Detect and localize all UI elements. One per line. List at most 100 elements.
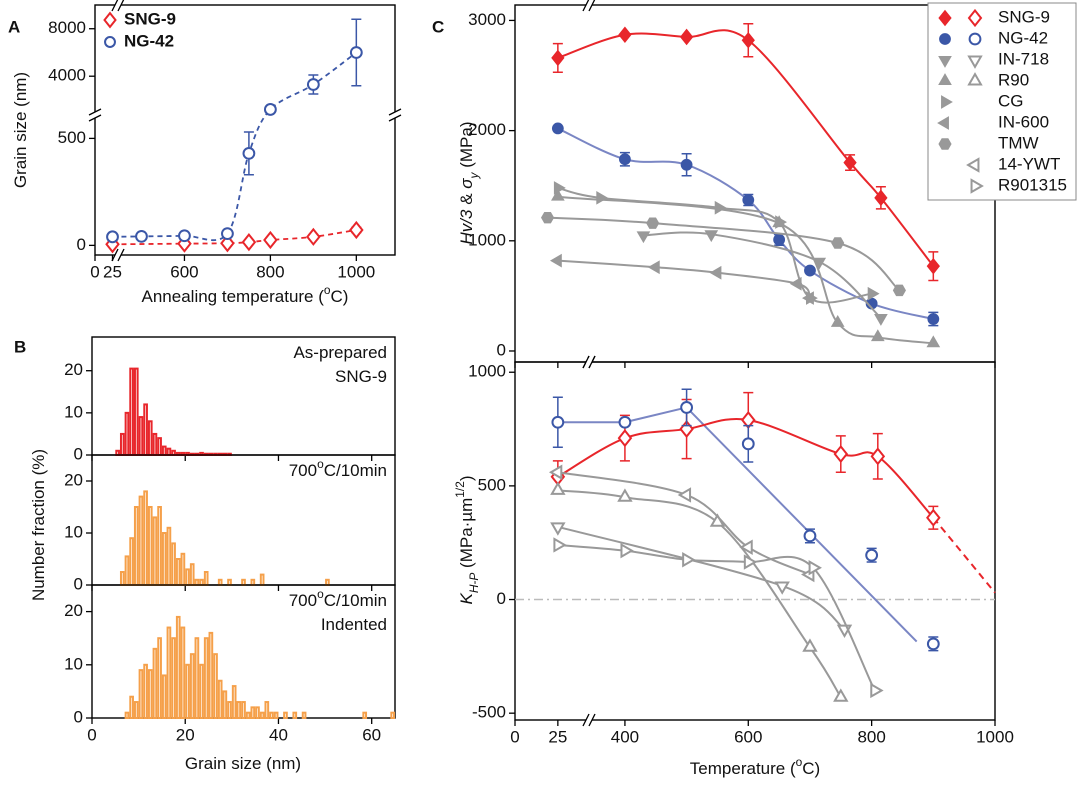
y-tick-label: 0 — [497, 589, 506, 608]
marker — [679, 28, 694, 46]
histogram-bar — [283, 711, 288, 719]
marker — [743, 554, 758, 570]
marker — [636, 231, 651, 244]
histogram-bar — [390, 711, 396, 719]
axis-break — [111, 248, 119, 262]
legend-marker — [970, 178, 984, 194]
histogram-bar — [129, 367, 134, 457]
marker — [682, 552, 696, 568]
marker — [242, 146, 256, 160]
marker — [306, 227, 321, 246]
x-tick-label: 400 — [611, 727, 639, 746]
y-axis-label-part: & — [457, 189, 476, 210]
marker — [551, 49, 565, 67]
histogram-bar — [161, 674, 167, 720]
series-line — [557, 195, 934, 345]
histogram-bar — [152, 432, 158, 456]
y-tick-label: 0 — [74, 707, 83, 726]
legend-marker — [104, 36, 116, 48]
histogram-bar — [194, 578, 200, 586]
marker — [926, 508, 941, 527]
x-tick-label: 800 — [857, 727, 885, 746]
histogram-bar — [185, 663, 190, 719]
histogram-bar — [194, 637, 200, 720]
axis-break-gap — [586, 358, 592, 366]
x-axis-label-part: Temperature ( — [690, 759, 796, 778]
histogram-bar — [129, 537, 134, 587]
legend-label: IN-718 — [998, 49, 1049, 68]
marker — [926, 335, 941, 348]
x-tick-label: 40 — [269, 725, 288, 744]
x-tick-label: 600 — [734, 727, 762, 746]
histogram-bar — [133, 367, 139, 457]
histogram-bar — [189, 563, 195, 587]
histogram-bar — [157, 437, 162, 456]
histogram-bar — [231, 685, 237, 720]
histogram-bar — [119, 571, 125, 586]
y-axis-label-part: 1/2 — [453, 481, 467, 498]
axis-break-gap — [586, 716, 592, 724]
marker — [804, 264, 816, 277]
histogram-bar — [147, 669, 153, 719]
histogram-bar — [250, 706, 256, 719]
histogram-bar — [161, 532, 167, 586]
legend-label: SNG-9 — [998, 7, 1050, 26]
histogram-bar — [255, 706, 260, 719]
y-axis-label-part: Hv/3 — [457, 209, 476, 245]
x-tick-label: 600 — [170, 262, 198, 281]
histogram-bar — [259, 573, 265, 586]
histogram-bar — [166, 626, 172, 719]
marker — [789, 276, 802, 291]
histogram-bar — [217, 679, 223, 720]
histogram-bar — [152, 647, 158, 720]
y-axis-label-part: σ — [457, 178, 476, 189]
axis-break — [588, 713, 596, 727]
axis-break — [88, 108, 102, 116]
x-tick-label: 0 — [90, 262, 99, 281]
axis-break — [588, 0, 596, 12]
marker — [739, 539, 753, 555]
x-axis-label-part: o — [324, 283, 331, 297]
series-line — [557, 259, 811, 299]
axis-break — [588, 355, 596, 369]
histogram-bar — [222, 690, 228, 720]
legend-marker — [937, 116, 949, 130]
histogram-bar — [161, 445, 167, 457]
histogram-bar — [180, 552, 186, 586]
marker — [843, 154, 857, 171]
annotation: SNG-9 — [335, 367, 387, 386]
panel-letter: C — [432, 17, 444, 36]
marker — [263, 230, 278, 250]
marker — [647, 260, 660, 275]
marker — [221, 227, 234, 241]
histogram-bar — [241, 701, 246, 719]
y-tick-label: 1000 — [468, 362, 506, 381]
x-tick-label: 60 — [362, 725, 381, 744]
y-axis-label-part: (MPa·µm — [457, 498, 476, 573]
marker — [549, 253, 562, 268]
histogram-bar — [245, 711, 251, 719]
x-axis-label: Temperature (oC) — [690, 755, 820, 778]
y-tick-label: 4000 — [48, 66, 86, 85]
histogram-bar — [269, 711, 274, 719]
marker — [927, 313, 940, 325]
marker — [870, 447, 886, 466]
x-tick-label: 1000 — [337, 262, 375, 281]
histogram-bar — [208, 631, 214, 720]
y-axis-label-part: K — [457, 593, 476, 605]
histogram-bar — [175, 615, 181, 719]
marker — [867, 286, 880, 301]
axis-break-gap — [91, 112, 99, 118]
marker — [550, 522, 566, 536]
legend-marker — [966, 157, 980, 173]
marker — [178, 229, 191, 243]
marker — [773, 233, 786, 246]
histogram-bar — [264, 701, 270, 719]
marker — [617, 488, 633, 502]
annotation: Indented — [321, 615, 387, 634]
axis-break — [117, 248, 125, 262]
y-axis-label: Hv/3 & σy (MPa) — [457, 122, 481, 245]
legend-box — [927, 2, 1077, 201]
x-axis-label-part: C) — [331, 287, 349, 306]
